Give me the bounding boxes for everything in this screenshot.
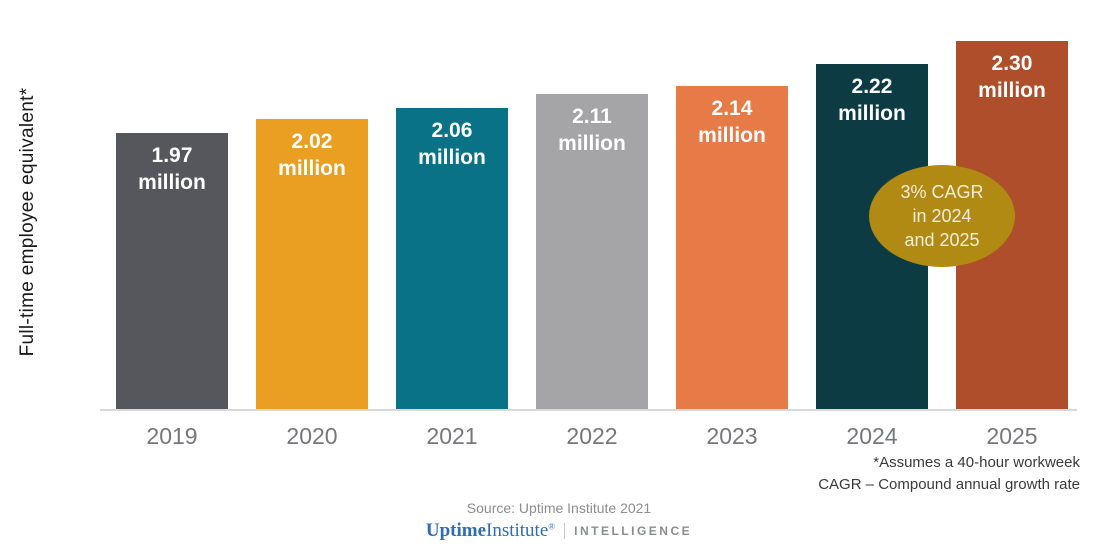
logo-uptime-text: Uptime [425,520,486,541]
x-axis-line [100,409,1077,411]
footnotes: *Assumes a 40-hour workweek CAGR – Compo… [818,452,1080,496]
x-tick-2019: 2019 [146,423,198,449]
bar-value-label-2025: 2.30 million [978,52,1046,102]
x-tick-2025: 2025 [986,423,1038,449]
logo-registered-mark: ® [548,521,556,532]
bar-value-label-2019: 1.97 million [138,144,206,194]
x-tick-2024: 2024 [846,423,898,449]
bar-2022: 2.11 million [536,94,648,410]
bar-value-label-2022: 2.11 million [558,105,626,155]
x-tick-2021: 2021 [426,423,478,449]
bar-2024: 2.22 million [816,64,928,410]
cagr-annotation-line: 3% CAGR [900,182,984,202]
x-tick-2022: 2022 [566,423,618,449]
bar-2020: 2.02 million [256,119,368,410]
bar-2021: 2.06 million [396,108,508,410]
x-tick-2020: 2020 [286,423,338,449]
footnote-cagr: CAGR – Compound annual growth rate [818,476,1080,493]
bar-value-label-2021: 2.06 million [418,119,486,169]
y-axis-label: Full-time employee equivalent* [17,87,38,357]
x-tick-2023: 2023 [706,423,758,449]
cagr-annotation-line: in 2024 [912,206,972,226]
bar-value-label-2023: 2.14 million [698,97,766,147]
logo-institute-text: Institute [486,520,549,541]
bar-2019: 1.97 million [116,133,228,410]
bar-2023: 2.14 million [676,86,788,410]
footnote-workweek: *Assumes a 40-hour workweek [873,454,1080,471]
source-text: Source: Uptime Institute 2021 [466,500,652,516]
uptime-institute-logo: UptimeInstitute® INTELLIGENCE [0,520,1118,542]
logo-intelligence-text: INTELLIGENCE [574,524,693,538]
logo-separator [564,523,566,539]
bars-area: 1.97 million 2.02 million 2.06 million 2… [116,0,1068,410]
x-axis-ticks: 2019 2020 2021 2022 2023 2024 2025 [116,423,1068,450]
cagr-annotation-line: and 2025 [904,230,980,250]
cagr-annotation-ellipse: 3% CAGR in 2024 and 2025 [869,165,1015,267]
bar-value-label-2024: 2.22 million [838,75,906,125]
bar-value-label-2020: 2.02 million [278,130,346,180]
